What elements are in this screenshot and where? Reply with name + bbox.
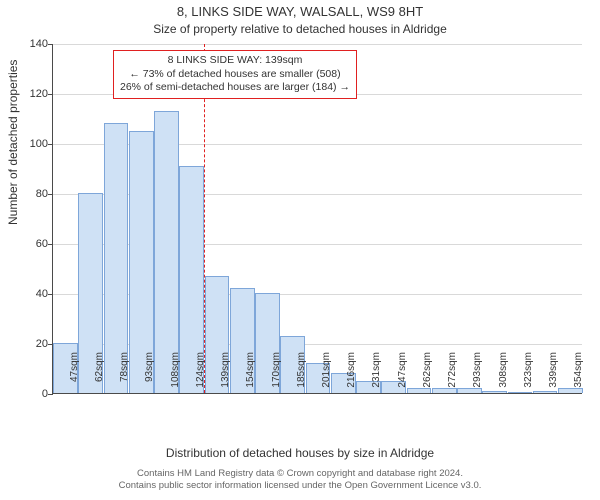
x-tick-label: 108sqm: [170, 352, 181, 398]
y-tick-label: 120: [8, 88, 48, 100]
y-tick-label: 140: [8, 38, 48, 50]
footer-attribution: Contains HM Land Registry data © Crown c…: [0, 468, 600, 493]
x-tick-label: 231sqm: [371, 352, 382, 398]
y-tick-mark: [48, 194, 53, 195]
reference-annotation: 8 LINKS SIDE WAY: 139sqm← 73% of detache…: [113, 50, 357, 99]
y-tick-mark: [48, 344, 53, 345]
annotation-line: 26% of semi-detached houses are larger (…: [120, 81, 350, 95]
y-tick-mark: [48, 244, 53, 245]
page-subtitle: Size of property relative to detached ho…: [0, 22, 600, 36]
x-tick-label: 323sqm: [523, 352, 534, 398]
x-axis-label: Distribution of detached houses by size …: [0, 446, 600, 460]
x-tick-label: 293sqm: [472, 352, 483, 398]
footer-line-1: Contains HM Land Registry data © Crown c…: [0, 468, 600, 480]
y-tick-mark: [48, 294, 53, 295]
y-tick-label: 100: [8, 138, 48, 150]
x-tick-label: 354sqm: [573, 352, 584, 398]
x-tick-label: 216sqm: [346, 352, 357, 398]
x-tick-label: 308sqm: [498, 352, 509, 398]
y-tick-mark: [48, 44, 53, 45]
chart-area: 8 LINKS SIDE WAY: 139sqm← 73% of detache…: [52, 44, 582, 394]
y-tick-mark: [48, 144, 53, 145]
y-tick-label: 0: [8, 388, 48, 400]
histogram-bar: [154, 111, 179, 394]
x-tick-label: 124sqm: [195, 352, 206, 398]
x-tick-label: 272sqm: [447, 352, 458, 398]
x-tick-label: 154sqm: [245, 352, 256, 398]
page-title: 8, LINKS SIDE WAY, WALSALL, WS9 8HT: [0, 4, 600, 19]
y-tick-label: 20: [8, 338, 48, 350]
chart-page: 8, LINKS SIDE WAY, WALSALL, WS9 8HT Size…: [0, 0, 600, 500]
x-tick-label: 170sqm: [271, 352, 282, 398]
x-tick-label: 201sqm: [321, 352, 332, 398]
footer-line-2: Contains public sector information licen…: [0, 480, 600, 492]
x-tick-label: 139sqm: [220, 352, 231, 398]
x-tick-label: 93sqm: [144, 352, 155, 398]
x-tick-label: 185sqm: [296, 352, 307, 398]
plot-region: 8 LINKS SIDE WAY: 139sqm← 73% of detache…: [52, 44, 582, 394]
y-tick-label: 60: [8, 238, 48, 250]
y-tick-mark: [48, 394, 53, 395]
y-tick-label: 40: [8, 288, 48, 300]
annotation-line: ← 73% of detached houses are smaller (50…: [120, 68, 350, 82]
y-tick-mark: [48, 94, 53, 95]
x-tick-label: 262sqm: [422, 352, 433, 398]
annotation-line: 8 LINKS SIDE WAY: 139sqm: [120, 54, 350, 68]
x-tick-label: 339sqm: [548, 352, 559, 398]
x-tick-label: 78sqm: [119, 352, 130, 398]
y-tick-label: 80: [8, 188, 48, 200]
x-tick-label: 247sqm: [397, 352, 408, 398]
x-tick-label: 62sqm: [94, 352, 105, 398]
x-tick-label: 47sqm: [69, 352, 80, 398]
